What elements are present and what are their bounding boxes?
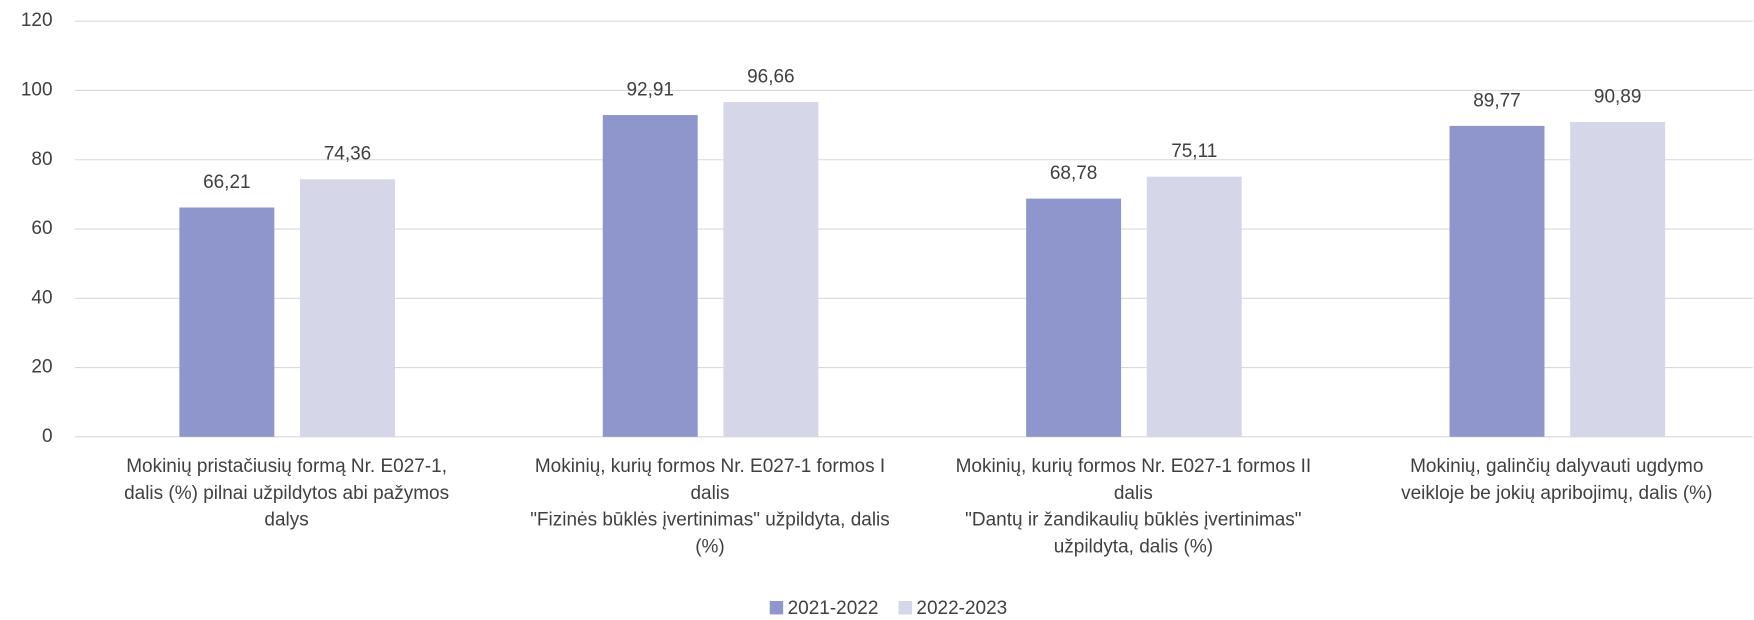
y-tick-label: 100 <box>21 80 53 101</box>
y-tick-label: 40 <box>31 287 52 308</box>
bar <box>1449 125 1545 437</box>
x-tick-label: Mokinių, kurių formos Nr. E027-1 formos … <box>530 456 890 557</box>
bar <box>1146 176 1242 437</box>
bar <box>300 179 395 437</box>
value-label: 90,89 <box>1594 86 1642 107</box>
value-label: 75,11 <box>1171 141 1217 162</box>
y-tick-label: 20 <box>31 357 52 378</box>
y-tick-label: 80 <box>31 149 52 170</box>
value-label: 96,66 <box>747 66 795 87</box>
x-tick-label: Mokinių, kurių formos Nr. E027-1 formos … <box>956 456 1312 557</box>
legend-swatch <box>769 601 784 615</box>
bar <box>602 115 698 437</box>
value-label: 68,78 <box>1050 163 1098 184</box>
legend-swatch <box>898 601 912 615</box>
bar <box>1026 198 1122 437</box>
value-label: 66,21 <box>203 172 251 193</box>
value-label: 89,77 <box>1473 90 1521 111</box>
legend-label: 2021-2022 <box>788 598 879 619</box>
y-tick-label: 0 <box>42 426 53 447</box>
bar <box>1570 122 1666 437</box>
bar <box>723 102 819 437</box>
bar <box>179 207 275 437</box>
value-label: 74,36 <box>324 144 372 165</box>
y-tick-label: 120 <box>21 10 53 31</box>
y-tick-label: 60 <box>31 218 52 239</box>
x-tick-label: Mokinių, galinčių dalyvauti ugdymo veiklo… <box>1401 456 1712 504</box>
legend-label: 2022-2023 <box>916 598 1007 619</box>
value-label: 92,91 <box>626 79 674 100</box>
x-tick-label: Mokinių pristačiusių formą Nr. E027-1, da… <box>124 456 449 531</box>
